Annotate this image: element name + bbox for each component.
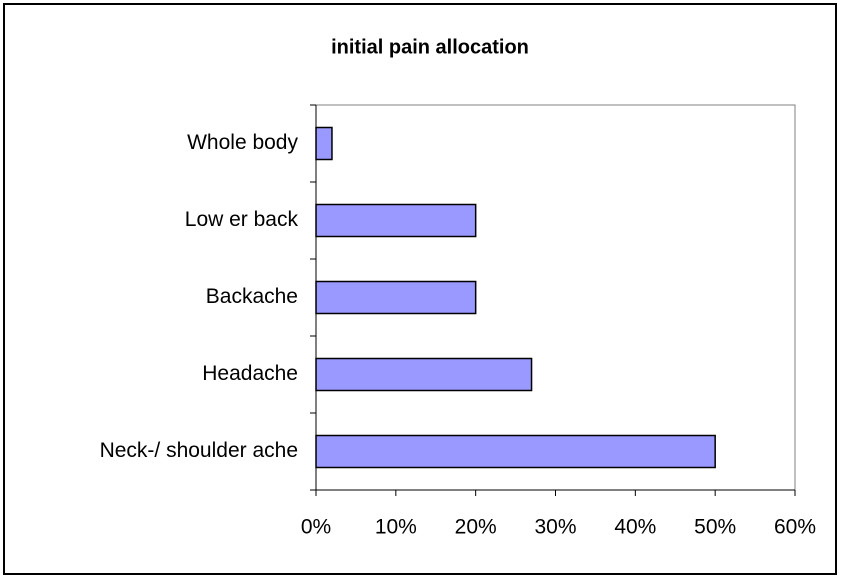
bar [315,357,533,392]
y-tick-label: Whole body [187,131,298,154]
x-tick-label: 0% [301,516,331,539]
bar [315,434,716,469]
y-tick-label: Low er back [185,208,299,231]
x-tick-label: 30% [534,516,576,539]
y-tick-label: Neck-/ shoulder ache [100,439,298,462]
x-tick-label: 60% [774,516,816,539]
y-tick-label: Headache [202,362,298,385]
x-tick-label: 50% [694,516,736,539]
bar [315,126,333,161]
x-tick-label: 10% [375,516,417,539]
bar [315,203,477,238]
chart-title: initial pain allocation [331,36,529,58]
bar [315,280,477,315]
x-tick-label: 20% [455,516,497,539]
y-tick-label: Backache [206,285,298,308]
x-tick-label: 40% [614,516,656,539]
